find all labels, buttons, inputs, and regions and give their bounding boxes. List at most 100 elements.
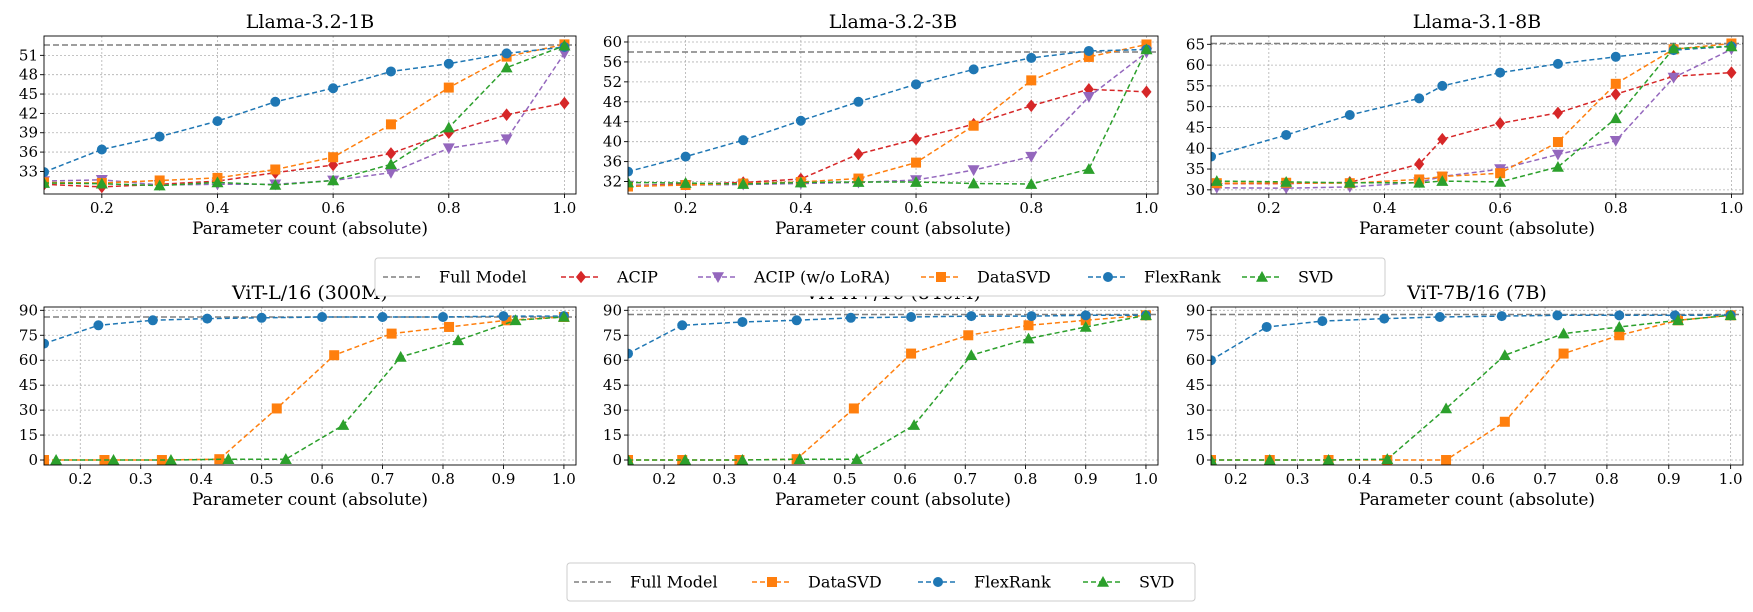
legend-frame [566, 562, 1196, 602]
y-tick-label: 0 [1195, 451, 1205, 469]
data-point-acip [1141, 85, 1152, 99]
series-group [628, 309, 1152, 465]
data-point-datasvd [1614, 330, 1625, 341]
data-point-flexrank [966, 311, 977, 322]
x-axis-label: Parameter count (absolute) [192, 490, 428, 510]
data-point-svd [1343, 176, 1356, 188]
data-point-svd [95, 177, 108, 189]
data-point-flexrank [628, 348, 633, 359]
data-point-acip-w-o-lora [500, 134, 513, 146]
data-point-acip-w-o-lora [558, 48, 571, 60]
y-tick-label: 35 [1186, 160, 1205, 178]
series-group [44, 310, 570, 465]
data-point-svd [269, 178, 282, 190]
data-point-flexrank [202, 313, 213, 324]
data-point-svd [1413, 176, 1426, 188]
y-tick-label: 45 [19, 85, 38, 103]
data-point-datasvd [911, 157, 922, 168]
data-point-datasvd [1023, 320, 1034, 331]
legend-label: DataSVD [808, 573, 882, 592]
data-point-datasvd [271, 403, 282, 414]
x-tick-label: 0.4 [189, 470, 213, 488]
data-point-svd [442, 121, 455, 133]
data-point-svd [1436, 175, 1449, 186]
legend-label: Full Model [439, 268, 527, 287]
data-point-flexrank [1026, 311, 1037, 322]
data-point-flexrank [1610, 51, 1621, 62]
data-point-svd [967, 177, 980, 189]
data-point-datasvd [906, 348, 917, 359]
x-tick-label: 0.8 [437, 199, 461, 217]
series-line-acip [628, 88, 1147, 187]
x-tick-label: 0.7 [371, 470, 395, 488]
legend-label: ACIP (w/o LoRA) [753, 268, 890, 287]
chart-title: Llama-3.2-1B [246, 11, 374, 33]
legend-marker [575, 270, 587, 284]
y-tick-label: 51 [19, 46, 38, 64]
plot-frame [1210, 35, 1744, 195]
data-point-acip-w-o-lora [442, 143, 455, 155]
series-line-svd [1211, 314, 1731, 461]
data-point-svd [222, 453, 235, 464]
data-point-flexrank [1317, 316, 1328, 327]
series-line-datasvd [628, 43, 1147, 188]
data-point-flexrank [738, 135, 749, 146]
series-group [1211, 38, 1738, 194]
series-group [44, 39, 571, 194]
data-point-svd [558, 39, 571, 51]
data-point-flexrank [1026, 52, 1037, 63]
data-point-datasvd [1083, 51, 1094, 62]
x-tick-label: 0.3 [129, 470, 153, 488]
chart-title: ViT-7B/16 (7B) [1406, 282, 1547, 304]
series-line-svd [628, 314, 1147, 461]
data-point-svd [1140, 43, 1153, 55]
data-point-flexrank [911, 79, 922, 90]
chart-title: Llama-3.2-3B [829, 11, 957, 33]
x-tick-label: 0.2 [1257, 199, 1281, 217]
data-point-datasvd [968, 120, 979, 131]
legend-item-acip: ACIP [561, 268, 658, 287]
legend-label: SVD [1298, 268, 1333, 287]
x-tick-label: 0.6 [1471, 470, 1495, 488]
legend-item-datasvd: DataSVD [921, 268, 1051, 287]
data-point-svd [211, 176, 224, 188]
data-point-flexrank [795, 115, 806, 126]
data-point-flexrank [154, 131, 165, 142]
x-tick-label: 0.4 [789, 199, 813, 217]
data-point-flexrank [1496, 311, 1507, 322]
x-tick-label: 0.6 [893, 470, 917, 488]
data-point-datasvd [1499, 416, 1510, 427]
data-point-datasvd [270, 164, 281, 175]
y-tick-label: 30 [1186, 181, 1205, 199]
y-tick-label: 32 [603, 173, 622, 191]
data-point-svd [384, 158, 397, 170]
data-point-svd [1139, 309, 1152, 321]
data-point-svd [1609, 112, 1622, 124]
data-point-svd [850, 453, 863, 464]
y-tick-label: 60 [603, 33, 622, 51]
series-line-datasvd [44, 43, 565, 184]
data-point-flexrank [1080, 310, 1091, 321]
data-point-svd [736, 454, 749, 465]
data-point-svd [628, 454, 634, 465]
data-point-svd [910, 176, 923, 187]
y-tick-label: 50 [1186, 98, 1205, 116]
data-point-flexrank [385, 66, 396, 77]
data-point-svd [1613, 320, 1626, 332]
series-group [1211, 309, 1737, 465]
data-point-svd [44, 177, 50, 188]
data-point-svd [793, 453, 806, 464]
x-tick-label: 0.4 [1348, 470, 1372, 488]
series-line-datasvd [1216, 42, 1732, 184]
data-point-acip [1414, 157, 1425, 171]
series-line-flexrank [1211, 314, 1731, 361]
data-point-svd [279, 453, 292, 464]
data-point-svd [1263, 454, 1276, 465]
data-point-flexrank [845, 312, 856, 323]
data-point-svd [1724, 309, 1737, 321]
data-point-acip-w-o-lora [1609, 135, 1622, 147]
data-point-svd [153, 179, 166, 191]
y-tick-label: 60 [19, 351, 38, 369]
data-point-acip [443, 126, 454, 140]
data-point-acip [911, 132, 922, 146]
